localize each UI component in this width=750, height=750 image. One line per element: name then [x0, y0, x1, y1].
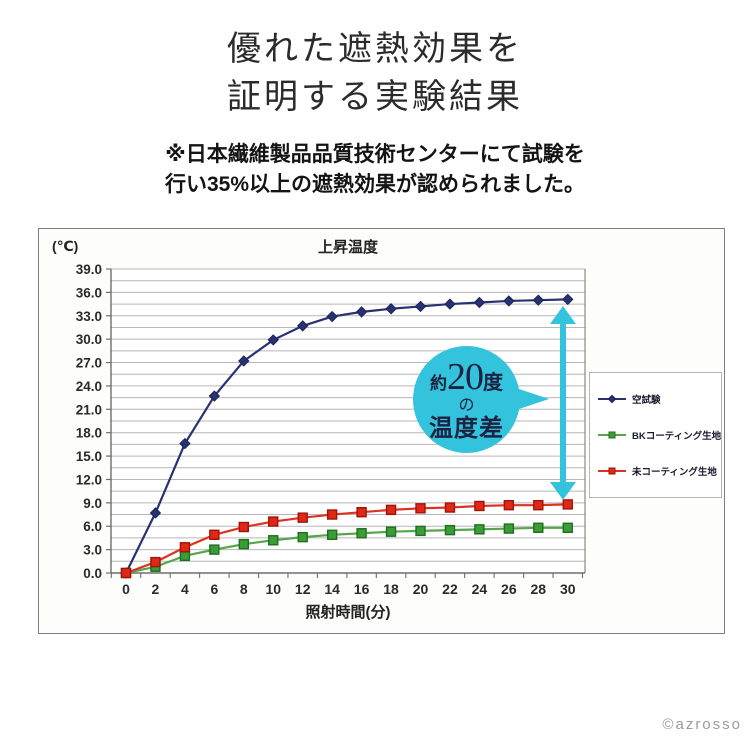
x-axis-title: 照射時間(分): [305, 604, 391, 621]
page-title-line2: 証明する実験結果: [227, 79, 523, 117]
bk-coated-line-swatch: [598, 431, 626, 439]
callout-line3: 温度差: [429, 416, 504, 442]
legend-label: 未コーティング生地: [632, 467, 717, 478]
svg-text:22: 22: [442, 581, 458, 597]
svg-text:33.0: 33.0: [76, 309, 102, 324]
svg-text:12.0: 12.0: [76, 472, 102, 487]
arrow-head-down: [550, 482, 576, 500]
legend-label: BKコーティング生地: [632, 431, 722, 442]
svg-text:39.0: 39.0: [76, 262, 102, 277]
chart-legend: 空試験 BKコーティング生地 未コーティング生地: [589, 372, 722, 498]
page-title: 優れた遮熱効果を 証明する実験結果: [0, 26, 750, 123]
copyright-credit: ©azrosso: [662, 716, 742, 733]
svg-text:20: 20: [413, 581, 429, 597]
legend-item-uncoated: 未コーティング生地: [598, 464, 717, 478]
svg-text:21.0: 21.0: [76, 402, 102, 417]
svg-text:27.0: 27.0: [76, 356, 102, 371]
y-axis-unit-label: (℃): [52, 238, 79, 254]
square-marker-icon: [608, 431, 616, 439]
svg-text:28: 28: [531, 581, 547, 597]
legend-item-bk-coated: BKコーティング生地: [598, 428, 721, 442]
legend-item-blank-test: 空試験: [598, 392, 717, 406]
temperature-difference-arrow-icon: [550, 306, 576, 500]
svg-text:3.0: 3.0: [83, 543, 102, 558]
page-title-line1: 優れた遮熱効果を: [227, 31, 523, 68]
callout-line1: 約20度: [430, 356, 503, 398]
temperature-difference-callout: 約20度 の 温度差: [413, 346, 520, 453]
arrow-head-up: [550, 306, 576, 324]
certification-note: ※日本繊維製品品質技術センターにて試験を 行い35%以上の遮熱効果が認められまし…: [0, 140, 750, 201]
svg-text:6: 6: [210, 581, 218, 597]
svg-text:0: 0: [122, 581, 130, 597]
svg-text:6.0: 6.0: [83, 519, 102, 534]
svg-text:10: 10: [265, 581, 281, 597]
chart-title: 上昇温度: [317, 239, 378, 256]
svg-text:15.0: 15.0: [76, 449, 102, 464]
callout-line2: の: [458, 397, 475, 414]
svg-text:30.0: 30.0: [76, 332, 102, 347]
svg-text:14: 14: [324, 581, 340, 597]
svg-text:4: 4: [181, 581, 189, 597]
svg-text:9.0: 9.0: [83, 496, 102, 511]
svg-text:18.0: 18.0: [76, 426, 102, 441]
svg-text:30: 30: [560, 581, 576, 597]
svg-text:26: 26: [501, 581, 517, 597]
diamond-marker-icon: [607, 394, 617, 404]
svg-text:0.0: 0.0: [83, 566, 102, 581]
arrow-shaft: [560, 321, 566, 485]
svg-text:8: 8: [240, 581, 248, 597]
svg-text:16: 16: [354, 581, 370, 597]
legend-label: 空試験: [632, 395, 661, 406]
uncoated-line-swatch: [598, 467, 626, 475]
svg-text:2: 2: [152, 581, 160, 597]
certification-note-line2: 行い35%以上の遮熱効果が認められました。: [164, 173, 586, 197]
svg-text:24: 24: [472, 581, 488, 597]
blank-test-line-swatch: [598, 394, 626, 404]
square-marker-icon: [608, 467, 616, 475]
certification-note-line1: ※日本繊維製品品質技術センターにて試験を: [165, 143, 585, 166]
svg-text:36.0: 36.0: [76, 285, 102, 300]
svg-text:24.0: 24.0: [76, 379, 102, 394]
temperature-chart: 0.0 3.0 6.0 9.0 12.0 15.0 18.0 21.0 24.0 27.0 30.0…: [38, 228, 725, 634]
svg-text:12: 12: [295, 581, 311, 597]
svg-text:18: 18: [383, 581, 399, 597]
